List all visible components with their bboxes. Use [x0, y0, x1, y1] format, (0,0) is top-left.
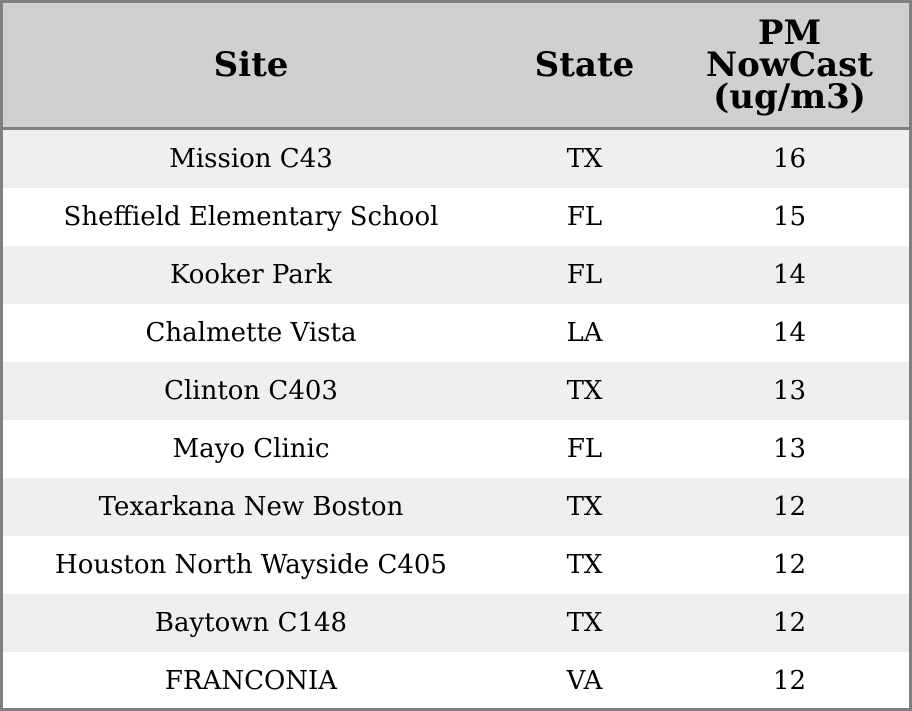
pm-value-cell: 12 [670, 594, 909, 652]
site-cell: Sheffield Elementary School [3, 188, 499, 246]
pm-value-cell: 14 [670, 246, 909, 304]
state-cell: FL [499, 420, 670, 478]
table-row: Sheffield Elementary School FL 15 [3, 188, 909, 246]
header-pm-line-1: PM [757, 13, 822, 53]
header-site: Site [3, 3, 499, 130]
header-pm-line-2: NowCast [706, 45, 873, 85]
site-cell: Baytown C148 [3, 594, 499, 652]
site-cell: FRANCONIA [3, 652, 499, 708]
table-row: Clinton C403 TX 13 [3, 362, 909, 420]
pm-value-cell: 13 [670, 362, 909, 420]
state-cell: VA [499, 652, 670, 708]
state-cell: LA [499, 304, 670, 362]
pm-value-cell: 16 [670, 128, 909, 188]
header-state: State [499, 3, 670, 130]
state-cell: FL [499, 188, 670, 246]
pm-value-cell: 14 [670, 304, 909, 362]
state-cell: FL [499, 246, 670, 304]
site-cell: Texarkana New Boston [3, 478, 499, 536]
site-cell: Clinton C403 [3, 362, 499, 420]
table-row: Texarkana New Boston TX 12 [3, 478, 909, 536]
site-cell: Mission C43 [3, 128, 499, 188]
pm-nowcast-table: Site State PM NowCast (ug/m3) Mission C4… [3, 3, 909, 708]
table-row: Houston North Wayside C405 TX 12 [3, 536, 909, 594]
pm-value-cell: 12 [670, 536, 909, 594]
pm-value-cell: 15 [670, 188, 909, 246]
table-row: Kooker Park FL 14 [3, 246, 909, 304]
pm-value-cell: 13 [670, 420, 909, 478]
pm-value-cell: 12 [670, 652, 909, 708]
header-row: Site State PM NowCast (ug/m3) [3, 3, 909, 130]
table-row: Mayo Clinic FL 13 [3, 420, 909, 478]
state-cell: TX [499, 536, 670, 594]
site-cell: Chalmette Vista [3, 304, 499, 362]
state-cell: TX [499, 478, 670, 536]
site-cell: Houston North Wayside C405 [3, 536, 499, 594]
table-row: Chalmette Vista LA 14 [3, 304, 909, 362]
header-site-label: Site [213, 45, 289, 85]
site-cell: Mayo Clinic [3, 420, 499, 478]
header-state-label: State [534, 45, 635, 85]
pm-value-cell: 12 [670, 478, 909, 536]
site-cell: Kooker Park [3, 246, 499, 304]
table-row: Mission C43 TX 16 [3, 128, 909, 188]
header-pm-nowcast: PM NowCast (ug/m3) [670, 3, 909, 130]
state-cell: TX [499, 362, 670, 420]
table-row: Baytown C148 TX 12 [3, 594, 909, 652]
state-cell: TX [499, 594, 670, 652]
state-cell: TX [499, 128, 670, 188]
header-pm-line-3: (ug/m3) [713, 77, 866, 117]
table-row: FRANCONIA VA 12 [3, 652, 909, 708]
